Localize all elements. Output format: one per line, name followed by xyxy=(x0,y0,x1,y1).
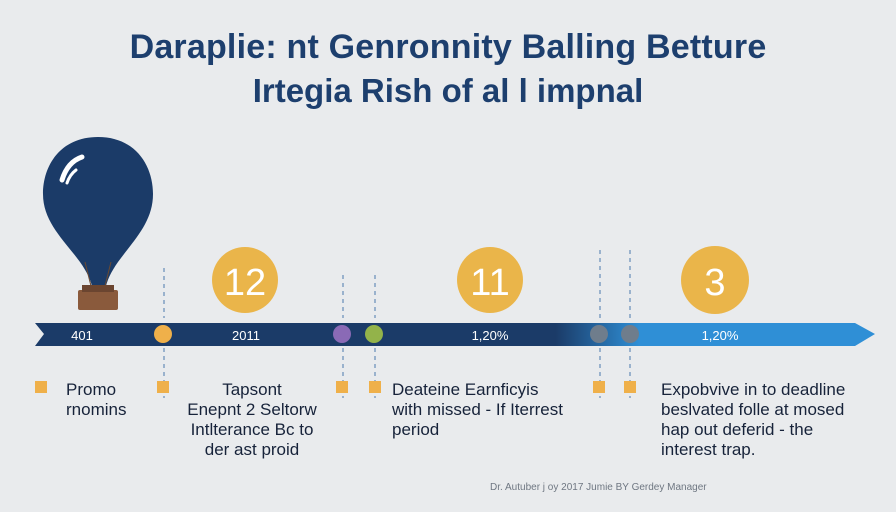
note-2-line-4: der ast proid xyxy=(204,440,300,459)
badge-11 xyxy=(457,247,523,313)
note-3-line-2: with missed - If Iterrest xyxy=(392,400,563,419)
page-title-line-1: Daraplie: nt Genronnity Balling Betture xyxy=(129,28,767,66)
note-block-4: Expobvive in to deadline beslvated folle… xyxy=(661,380,845,460)
timeline-marker-purple xyxy=(333,325,351,343)
note-block-1: Promo rnomins xyxy=(66,380,126,420)
timeline-marker-green xyxy=(365,325,383,343)
note-1-line-1: Promo xyxy=(66,380,117,399)
note-bullet-6 xyxy=(624,381,636,393)
bar-label-2011: 2011 xyxy=(232,328,260,343)
note-1-line-2: rnomins xyxy=(66,400,127,419)
note-bullet-3 xyxy=(336,381,348,393)
badge-3-text: 3 xyxy=(704,262,725,304)
note-bullet-2 xyxy=(157,381,169,393)
note-4-line-1: Expobvive in to deadline xyxy=(661,380,846,399)
timeline-marker-gray-2 xyxy=(621,325,639,343)
note-bullet-4 xyxy=(369,381,381,393)
note-bullet-1 xyxy=(35,381,47,393)
note-3-line-3: period xyxy=(392,420,440,439)
note-bullets xyxy=(35,381,636,393)
badge-3 xyxy=(681,246,749,314)
note-4-line-2: beslvated folle at mosed xyxy=(661,400,845,419)
badge-12-text: 12 xyxy=(224,262,266,304)
note-block-3: Deateine Earnficyis with missed - If Ite… xyxy=(392,380,563,440)
note-block-2: Tapsont Enepnt 2 Seltorw Intlterance Bc … xyxy=(186,380,318,460)
lightbulb-icon xyxy=(43,137,153,310)
note-2-line-3: Intlterance Bc to xyxy=(190,420,314,439)
page-title-line-2: Irtegia Rish of al l impnal xyxy=(252,72,644,109)
note-4-line-4: interest trap. xyxy=(661,440,756,459)
bar-label-rate-2: 1,20% xyxy=(702,328,739,343)
bar-label-rate-1: 1,20% xyxy=(472,328,509,343)
badge-12 xyxy=(212,247,278,313)
note-2-line-1: Tapsont xyxy=(222,380,282,399)
timeline-marker-orange xyxy=(154,325,172,343)
badge-11-text: 11 xyxy=(470,262,509,304)
timeline-arrow xyxy=(35,323,875,346)
note-4-line-3: hap out deferid - the xyxy=(661,420,814,439)
note-bullet-5 xyxy=(593,381,605,393)
note-3-line-1: Deateine Earnficyis xyxy=(392,380,539,399)
note-2-line-2: Enepnt 2 Seltorw xyxy=(187,400,317,419)
bar-label-401: 401 xyxy=(71,328,93,343)
timeline-marker-gray-1 xyxy=(590,325,608,343)
footer-credit: Dr. Autuber j oy 2017 Jumie BY Gerdey Ma… xyxy=(490,482,707,493)
